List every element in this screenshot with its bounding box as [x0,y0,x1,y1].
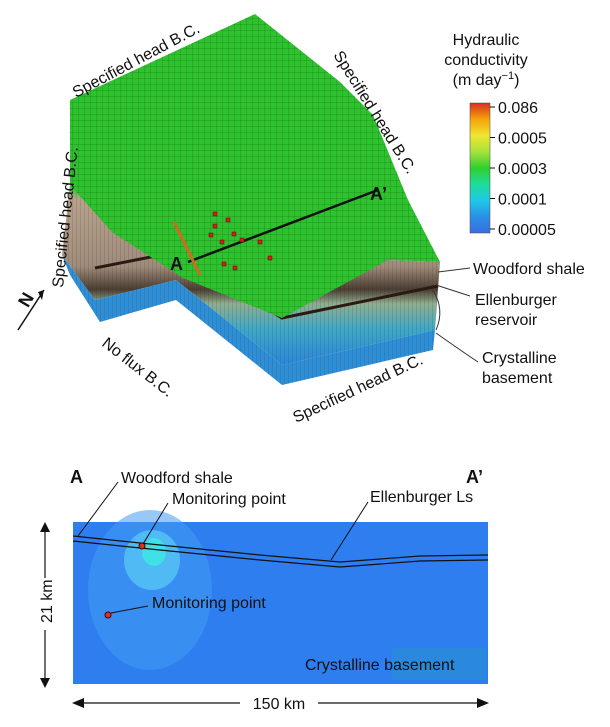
xs-right-label: A’ [466,467,483,487]
monitoring-point-2 [104,611,112,619]
colorbar-tick-label: 0.0003 [498,161,547,178]
monitoring-point-1 [138,542,146,550]
layer-reservoir: reservoir [475,312,538,329]
colorbar-title-2: conductivity [444,52,528,69]
colorbar-scale [469,102,491,234]
xs-width-label: 150 km [253,696,305,713]
colorbar-title-1: Hydraulic [453,32,520,49]
section-line [187,188,379,264]
north-arrow: N [14,289,45,331]
section-start-label: A [170,254,183,274]
xs-plume-core [142,538,166,566]
colorbar-tick-label: 0.0001 [498,192,547,209]
layer-crystalline: Crystalline [482,350,557,367]
xs-monitor-1-label: Monitoring point [172,491,286,508]
colorbar-tick-label: 0.00005 [498,222,556,239]
wells [208,211,273,271]
xs-woodford-label: Woodford shale [121,470,233,487]
bc-bottom-left-label: No flux B.C. [99,335,177,401]
layer-ellenburger: Ellenburger [475,292,558,309]
colorbar: Hydraulic conductivity (m day−1) 0.0860.… [444,32,556,239]
colorbar-tick-label: 0.086 [498,100,538,117]
layer-woodford: Woodford shale [473,261,585,278]
section-end-label: A’ [370,184,387,204]
xs-woodford-line [72,535,489,563]
xs-ellenburger-line [72,540,489,568]
xs-depth-label: 21 km [39,579,56,623]
xs-basement-label: Crystalline basement [305,657,455,674]
fault-line [172,221,202,276]
xs-ellenburger-label: Ellenburger Ls [370,489,473,506]
colorbar-unit: (m day−1) [453,70,520,89]
colorbar-ticks: 0.086 0.0005 0.0003 0.0001 0.00005 [490,100,556,239]
colorbar-tick-label: 0.0005 [498,131,547,148]
block-model: A A’ Specified head B.C. Specified head … [14,14,585,427]
xs-monitor-2-label: Monitoring point [152,595,266,612]
xs-basement-patch [392,648,486,680]
xs-left-label: A [70,467,83,487]
layer-basement: basement [482,370,553,387]
xs-plume-outer [88,510,212,670]
cross-section: A A’ Woodford shale Monitoring point Ell… [35,467,489,714]
north-label: N [14,289,38,310]
